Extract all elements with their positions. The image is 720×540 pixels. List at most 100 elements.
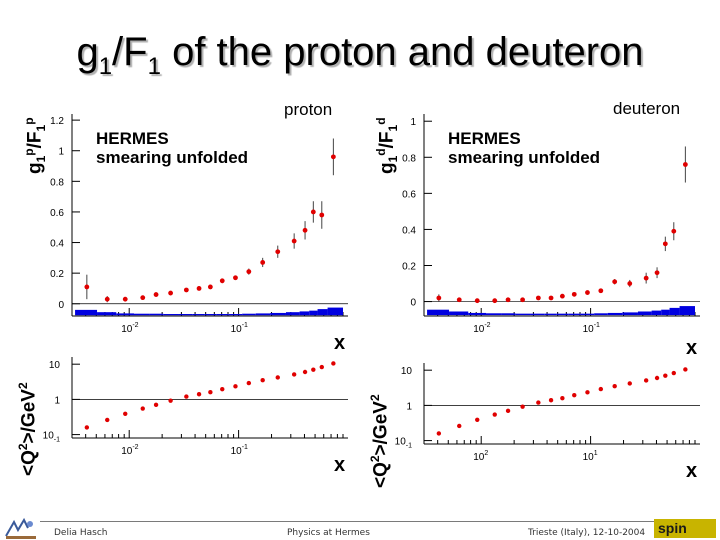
proton-g1f1-point-0 <box>84 284 90 290</box>
proton-q2-xtick-label-0: 10-2 <box>121 444 138 457</box>
proton-q2-point-11 <box>246 380 252 386</box>
proton-q2-point-4 <box>153 402 159 408</box>
deuteron-g1f1-xtick-label-0: 10-2 <box>473 322 490 335</box>
deuteron-g1f1-point-18 <box>682 162 688 167</box>
deuteron-g1f1-point-6 <box>535 295 541 301</box>
proton-q2-point-9 <box>220 386 225 392</box>
proton-g1f1-point-15 <box>302 227 308 233</box>
proton-g1f1-point-4 <box>153 292 159 297</box>
deuteron-g1f1-syst-band-8 <box>556 313 569 316</box>
deuteron-q2-ytick-label-2: 10-1 <box>395 437 412 450</box>
title-F: /F <box>112 30 148 74</box>
proton-g1f1-point-14 <box>291 238 297 244</box>
proton-q2-point-16 <box>311 367 316 372</box>
proton-g1f1-ytick-label-1: 1 <box>58 147 64 158</box>
proton-q2-point-12 <box>260 378 265 383</box>
deuteron-q2-point-1 <box>457 423 462 429</box>
proton-g1f1-ytick-label-2: 0.8 <box>50 177 64 188</box>
proton-g1f1-point-10 <box>233 275 238 281</box>
proton-g1f1-syst-band-4 <box>149 313 164 316</box>
proton-g1f1-point-16 <box>310 209 316 215</box>
proton-g1f1-annotation-2: smearing unfolded <box>96 148 248 167</box>
deuteron-g1f1-point-4 <box>505 297 511 303</box>
proton-q2-point-15 <box>302 369 308 375</box>
proton-g1f1-syst-band-12 <box>255 313 271 316</box>
footer-center: Physics at Hermes <box>287 528 370 538</box>
deuteron-q2-point-11 <box>598 386 604 392</box>
footer-right: Trieste (Italy), 12-10-2004 <box>528 528 646 538</box>
deuteron-g1f1-point-12 <box>612 279 618 285</box>
deuteron-q2-point-0 <box>436 431 442 436</box>
proton-q2-point-6 <box>184 394 189 399</box>
spin-badge: spin <box>654 519 716 538</box>
deuteron-g1f1-ytick-label-1: 0.8 <box>402 153 416 164</box>
deuteron-g1f1-point-2 <box>474 298 480 304</box>
proton-g1f1-syst-band-8 <box>204 314 217 316</box>
deuteron-g1f1-point-16 <box>662 241 668 247</box>
deuteron-q2-point-16 <box>663 373 668 378</box>
deuteron-q2-ytick-label-0: 10 <box>401 366 413 377</box>
proton-q2-point-13 <box>275 375 280 380</box>
proton-g1f1-point-13 <box>275 249 281 255</box>
deuteron-g1f1-point-17 <box>671 228 677 234</box>
deuteron-g1f1-point-11 <box>598 288 604 294</box>
deuteron-g1f1-syst-band-18 <box>679 306 695 316</box>
proton-g1f1-point-7 <box>196 286 202 291</box>
proton-q2-point-8 <box>208 390 213 395</box>
deuteron-q2-point-8 <box>560 396 565 401</box>
proton-g1f1-syst-band-0 <box>75 309 98 316</box>
deuteron-g1f1-syst-band-7 <box>544 313 557 316</box>
title-sub-1: 1 <box>98 53 113 80</box>
proton-g1f1-syst-band-3 <box>133 313 150 316</box>
footer-divider <box>40 521 710 522</box>
deuteron-g1f1-syst-band-3 <box>485 313 502 316</box>
proton-g1f1-ytick-label-3: 0.6 <box>50 208 64 219</box>
proton-g1f1-ytick-label-0: 1.2 <box>50 116 64 127</box>
deuteron-g1f1-point-5 <box>520 297 525 303</box>
proton-g1f1-syst-band-13 <box>270 312 286 316</box>
deuteron-q2-xlabel: x <box>686 460 698 482</box>
proton-g1f1-point-12 <box>260 260 266 265</box>
deuteron-g1f1-syst-band-9 <box>568 313 581 316</box>
deuteron-q2-ytick-label-1: 1 <box>406 401 412 412</box>
deuteron-g1f1-syst-band-14 <box>637 311 652 316</box>
title-sub-2: 1 <box>147 53 161 80</box>
deuteron-g1f1-syst-band-1 <box>449 311 469 316</box>
deuteron-g1f1-point-0 <box>436 295 442 301</box>
proton-q2-point-1 <box>105 417 110 423</box>
deuteron-g1f1-ytick-label-2: 0.6 <box>402 189 416 200</box>
hermes-logo-icon <box>5 517 36 539</box>
deuteron-g1f1-syst-band-12 <box>607 312 623 316</box>
deuteron-q2-point-9 <box>572 392 577 398</box>
proton-g1f1-point-17 <box>319 212 325 218</box>
proton-q2-point-0 <box>84 425 90 430</box>
deuteron-q2-point-13 <box>627 381 632 386</box>
deuteron-g1f1-point-7 <box>548 295 554 301</box>
proton-g1f1-point-3 <box>140 295 146 301</box>
proton-g1f1-syst-band-10 <box>228 314 243 316</box>
deuteron-g1f1-point-10 <box>585 290 590 295</box>
proton-q2-point-14 <box>291 372 297 377</box>
proton-q2-xlabel: x <box>334 454 346 476</box>
proton-g1f1-ytick-label-6: 0 <box>58 300 64 311</box>
title-g: g <box>76 30 99 74</box>
proton-g1f1-syst-band-1 <box>97 312 117 316</box>
deuteron-g1f1-ytick-label-4: 0.2 <box>402 262 416 273</box>
proton-q2-point-10 <box>233 384 238 389</box>
proton-q2-point-2 <box>123 411 128 416</box>
deuteron-g1f1-point-8 <box>559 293 565 299</box>
deuteron-g1f1-point-13 <box>627 281 633 286</box>
deuteron-g1f1-point-3 <box>492 298 498 304</box>
deuteron-q2-point-2 <box>475 417 480 422</box>
proton-q2-xtick-label-1: 10-1 <box>231 444 248 457</box>
deuteron-g1f1-syst-band-13 <box>622 312 638 316</box>
deuteron-g1f1-syst-band-0 <box>427 309 450 316</box>
deuteron-g1f1-syst-band-5 <box>515 313 531 316</box>
deuteron-q2-point-17 <box>671 370 676 376</box>
proton-g1f1-point-8 <box>207 284 213 290</box>
deuteron-g1f1-point-14 <box>643 275 649 281</box>
proton-q2-ytick-label-2: 10-1 <box>43 431 60 444</box>
deuteron-g1f1-syst-band-4 <box>501 313 516 316</box>
proton-g1f1-point-9 <box>219 278 225 284</box>
proton-g1f1-annotation-1: HERMES <box>96 129 169 148</box>
